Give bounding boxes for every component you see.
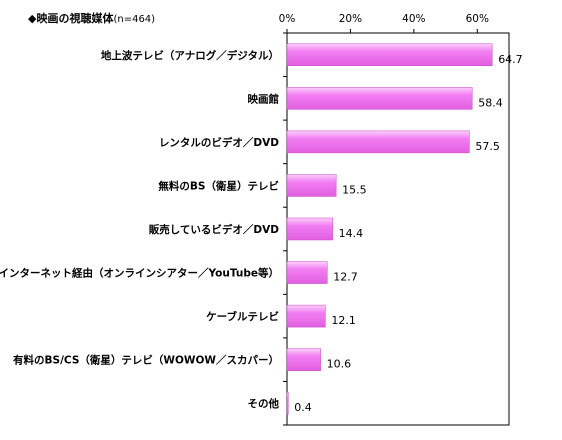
data-label: 12.7	[333, 271, 358, 284]
data-label: 10.6	[327, 358, 352, 371]
category-label: 映画館	[248, 92, 280, 105]
data-label: 57.5	[475, 140, 500, 153]
category-label: 無料のBS（衛星）テレビ	[158, 179, 279, 192]
x-tick-label: 20%	[339, 13, 362, 25]
data-label: 14.4	[339, 227, 364, 240]
x-tick-label: 40%	[402, 13, 425, 25]
category-label: 地上波テレビ（アナログ／デジタル）	[101, 49, 279, 62]
category-label: 有料のBS/CS（衛星）テレビ（WOWOW／スカパー）	[13, 354, 279, 367]
data-label: 15.5	[342, 183, 367, 196]
bar	[286, 43, 493, 67]
data-label: 12.1	[331, 314, 356, 327]
chart-title: ◆映画の視聴媒体(n=464)	[28, 10, 155, 26]
category-label: ケーブルテレビ	[206, 310, 279, 323]
data-label: 64.7	[498, 53, 522, 66]
plot-area: 0% 20% 40% 60% 地上波テレビ（アナログ／デジタル） 64.7 映画館 58.4 レ…	[0, 13, 523, 426]
chart-title-text: ◆映画の視聴媒体	[28, 12, 114, 25]
category-label: 販売しているビデオ／DVD	[149, 223, 280, 236]
category-label: レンタルのビデオ／DVD	[159, 136, 279, 149]
bar	[286, 174, 337, 197]
bar	[286, 217, 333, 241]
bar	[286, 87, 473, 110]
bar	[286, 391, 289, 415]
bar	[286, 130, 470, 154]
chart-subtitle: (n=464)	[113, 14, 156, 25]
x-tick-label: 60%	[466, 13, 489, 25]
bar	[286, 304, 326, 328]
bar	[286, 261, 328, 284]
data-label: 58.4	[478, 96, 503, 109]
category-label: その他	[248, 397, 280, 410]
x-tick-label: 0%	[279, 13, 296, 25]
bar	[286, 348, 321, 371]
data-label: 0.4	[294, 401, 312, 414]
category-label: インターネット経由（オンラインシアター／YouTube等）	[0, 267, 279, 280]
